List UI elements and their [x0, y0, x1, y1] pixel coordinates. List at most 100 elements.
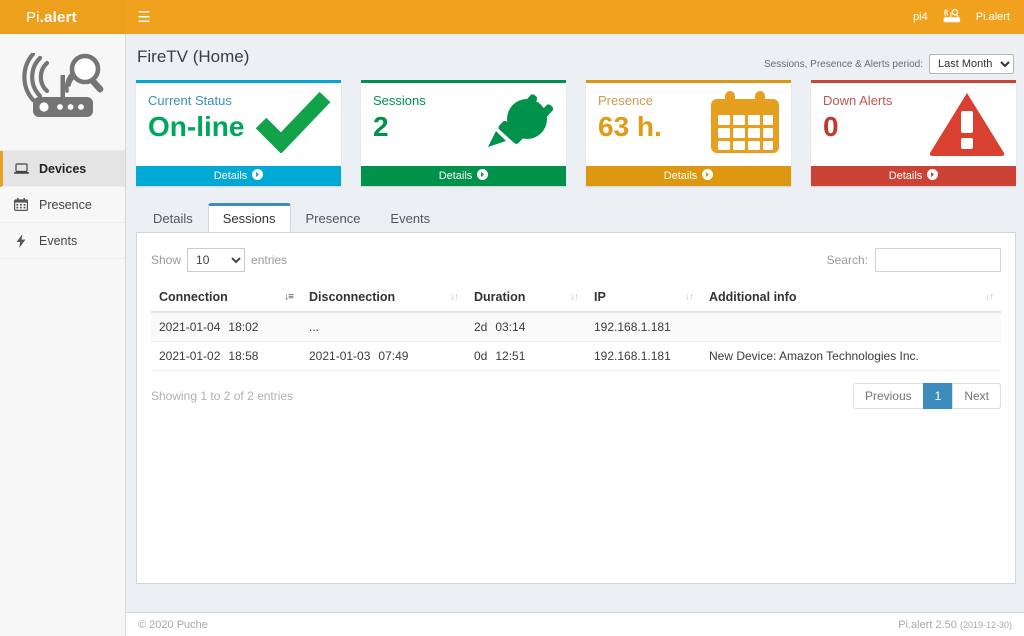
tab-details[interactable]: Details	[138, 203, 208, 233]
laptop-icon	[13, 162, 29, 175]
card-details-button[interactable]: Details	[811, 166, 1016, 186]
sort-desc-icon: ↓≡	[284, 291, 294, 303]
card-top-accent	[136, 80, 341, 83]
main-content: FireTV (Home) Sessions, Presence & Alert…	[126, 34, 1024, 612]
pagination-page-1[interactable]: 1	[922, 383, 954, 409]
table-head: Connection ↓≡ Disconnection ↓↑ Duration …	[151, 283, 1001, 313]
sidebar-item-presence[interactable]: Presence	[0, 187, 125, 223]
check-icon	[255, 91, 331, 158]
card-details-label: Details	[663, 170, 698, 182]
cell-duration: 0d 12:51	[466, 341, 586, 371]
card-body: Sessions 2	[361, 83, 566, 166]
footer-version-group: Pi.alert 2.50 (2019-12-30)	[898, 619, 1012, 631]
calendar-icon	[709, 91, 781, 160]
card-details-label: Details	[438, 170, 473, 182]
card-body: Down Alerts 0	[811, 83, 1016, 166]
sessions-table: Connection ↓≡ Disconnection ↓↑ Duration …	[151, 283, 1001, 371]
sort-icon: ↓↑	[985, 291, 994, 303]
period-label: Sessions, Presence & Alerts period:	[764, 58, 923, 70]
column-header-connection[interactable]: Connection ↓≡	[151, 283, 301, 313]
column-header-duration[interactable]: Duration ↓↑	[466, 283, 586, 313]
column-label: Additional info	[709, 290, 797, 304]
tab-label: Details	[153, 211, 193, 226]
column-header-additional-info[interactable]: Additional info ↓↑	[701, 283, 1001, 313]
duration-days: 2d	[474, 320, 488, 334]
pagination-next[interactable]: Next	[952, 383, 1001, 409]
router-radar-icon	[942, 9, 962, 25]
table-row[interactable]: 2021-01-04 18:02 ... 2d 03:14 192.168.1.18…	[151, 312, 1001, 342]
connection-date: 2021-01-04	[159, 320, 221, 334]
hamburger-icon[interactable]: ☰	[137, 9, 151, 26]
calendar-icon	[13, 198, 29, 211]
cell-additional-info: New Device: Amazon Technologies Inc.	[701, 341, 1001, 371]
sort-icon: ↓↑	[685, 291, 694, 303]
disconnection-date: ...	[309, 320, 320, 334]
show-label: Show	[151, 253, 182, 267]
card-value: 2	[373, 111, 389, 142]
card-sessions: Sessions 2	[361, 80, 566, 186]
arrow-right-circle-icon	[927, 169, 939, 183]
cell-ip: 192.168.1.181	[586, 312, 701, 342]
search-control: Search:	[827, 248, 1001, 272]
page-length-select[interactable]: 10	[187, 248, 246, 272]
brand-prefix: Pi	[26, 8, 40, 26]
column-header-ip[interactable]: IP ↓↑	[586, 283, 701, 313]
topbar-right-group: pi4 Pi.alert	[913, 9, 1024, 25]
card-details-label: Details	[888, 170, 923, 182]
card-current-status: Current Status On-line Details	[136, 80, 341, 186]
connection-time: 18:58	[228, 349, 259, 363]
card-label: Current Status	[148, 93, 232, 108]
tab-presence[interactable]: Presence	[291, 203, 376, 233]
tab-label: Presence	[305, 211, 361, 226]
search-label: Search:	[826, 253, 868, 267]
sort-icon: ↓↑	[450, 291, 459, 303]
column-label: Duration	[474, 290, 526, 304]
footer-copyright: © 2020 Puche	[138, 618, 208, 631]
brand-suffix: .alert	[39, 8, 77, 26]
period-select[interactable]: Last Month	[929, 54, 1014, 74]
entries-label: entries	[251, 253, 288, 267]
warning-triangle-icon	[928, 91, 1006, 162]
search-input[interactable]	[875, 248, 1001, 272]
sidebar-item-devices[interactable]: Devices	[0, 151, 125, 187]
host-label: pi4	[913, 11, 928, 23]
tab-events[interactable]: Events	[375, 203, 445, 233]
card-label: Presence	[598, 93, 653, 108]
card-details-button[interactable]: Details	[361, 166, 566, 186]
sidebar-item-events[interactable]: Events	[0, 223, 125, 259]
cell-duration: 2d 03:14	[466, 312, 586, 342]
card-down-alerts: Down Alerts 0 Details	[811, 80, 1016, 186]
table-row[interactable]: 2021-01-02 18:58 2021-01-03 07:49 0d 12:51 …	[151, 341, 1001, 371]
disconnection-time: 07:49	[378, 349, 409, 363]
bolt-icon	[13, 233, 29, 248]
disconnection-date: 2021-01-03	[309, 349, 371, 363]
user-label[interactable]: Pi.alert	[975, 11, 1010, 23]
arrow-right-circle-icon	[477, 169, 489, 183]
card-value: 63 h.	[598, 111, 662, 142]
page-header: FireTV (Home) Sessions, Presence & Alert…	[136, 44, 1016, 78]
arrow-right-circle-icon	[252, 169, 264, 183]
card-body: Current Status On-line	[136, 83, 341, 166]
sidebar-item-label-events: Events	[39, 233, 78, 248]
plug-icon	[482, 91, 556, 158]
card-value: On-line	[148, 111, 245, 142]
brand-logo[interactable]: Pi .alert	[0, 0, 126, 34]
duration-time: 12:51	[495, 349, 526, 363]
cell-connection: 2021-01-04 18:02	[151, 312, 301, 342]
card-label: Sessions	[373, 93, 426, 108]
page-footer: © 2020 Puche Pi.alert 2.50 (2019-12-30)	[126, 612, 1024, 636]
sidebar: Devices	[0, 34, 126, 636]
tab-sessions[interactable]: Sessions	[207, 203, 291, 233]
card-top-accent	[586, 80, 791, 83]
duration-days: 0d	[474, 349, 488, 363]
card-details-label: Details	[213, 170, 248, 182]
card-details-button[interactable]: Details	[586, 166, 791, 186]
pagination-previous[interactable]: Previous	[852, 383, 924, 409]
card-details-button[interactable]: Details	[136, 166, 341, 186]
page-title: FireTV (Home)	[137, 47, 250, 66]
card-label: Down Alerts	[823, 93, 893, 108]
duration-time: 03:14	[495, 320, 526, 334]
column-header-disconnection[interactable]: Disconnection ↓↑	[301, 283, 466, 313]
card-top-accent	[811, 80, 1016, 83]
